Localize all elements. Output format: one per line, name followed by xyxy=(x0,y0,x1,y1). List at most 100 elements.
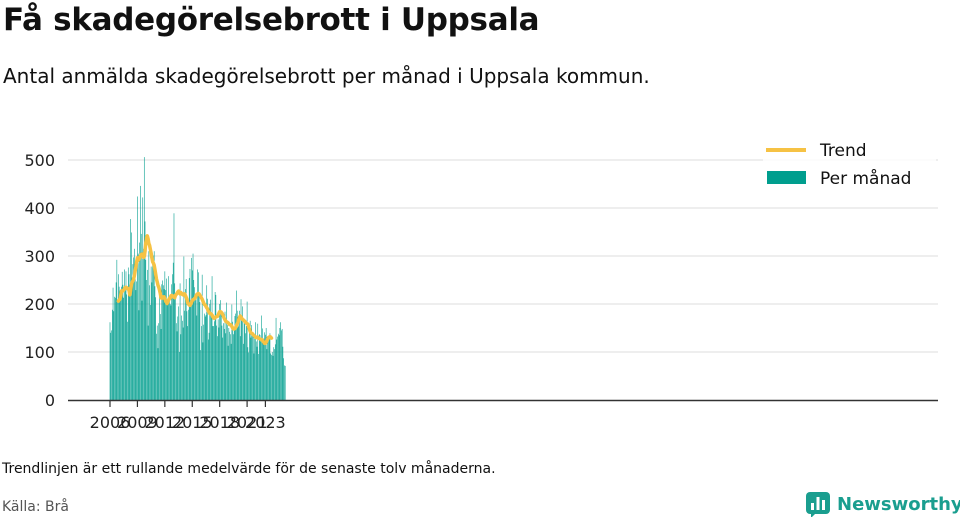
y-tick-label: 500 xyxy=(24,151,55,170)
bar xyxy=(172,262,174,400)
bar xyxy=(210,299,211,400)
bar xyxy=(192,253,194,400)
bar xyxy=(209,304,211,400)
bar xyxy=(131,232,132,400)
bar xyxy=(156,325,158,400)
bar xyxy=(163,289,165,400)
bar xyxy=(150,266,152,400)
bar xyxy=(220,300,221,400)
bar xyxy=(244,319,246,400)
bar xyxy=(138,310,140,400)
bar xyxy=(122,284,124,400)
bar xyxy=(240,299,242,400)
bar xyxy=(267,341,268,400)
y-tick-label: 400 xyxy=(24,199,55,218)
bar xyxy=(264,332,265,400)
bar xyxy=(248,352,249,400)
bar xyxy=(201,274,203,400)
bar xyxy=(252,333,254,400)
bar xyxy=(127,321,128,400)
bar xyxy=(262,340,264,400)
bar xyxy=(268,337,269,400)
bar xyxy=(254,334,256,400)
bar xyxy=(259,334,260,400)
bar xyxy=(245,333,246,400)
bar xyxy=(221,325,223,400)
bar xyxy=(242,306,243,400)
bar xyxy=(135,290,137,400)
bar xyxy=(233,334,234,400)
bar xyxy=(230,334,231,400)
x-tick-label: 2023 xyxy=(245,413,286,432)
x-tick-label: 2021 xyxy=(227,413,268,432)
bar xyxy=(126,294,128,400)
gridlines xyxy=(68,159,938,353)
bar xyxy=(265,328,267,400)
bar xyxy=(265,334,266,400)
bar xyxy=(175,323,177,400)
bar xyxy=(147,269,148,400)
bar xyxy=(243,343,244,400)
bar xyxy=(227,325,228,400)
bar xyxy=(170,305,172,400)
bar xyxy=(167,304,169,400)
bar xyxy=(121,271,123,400)
bar xyxy=(269,333,271,400)
brand-logo: Newsworthy xyxy=(805,489,960,519)
chart-note: Trendlinjen är ett rullande medelvärde f… xyxy=(2,461,496,477)
bar xyxy=(216,325,217,400)
bar xyxy=(207,298,208,400)
x-tick-label: 2012 xyxy=(144,413,185,432)
bar xyxy=(185,279,187,400)
bar xyxy=(255,322,256,400)
bar xyxy=(114,296,115,400)
bar xyxy=(266,349,268,400)
bar xyxy=(213,326,214,400)
bar xyxy=(131,277,133,400)
y-tick-label: 100 xyxy=(24,343,55,362)
bar xyxy=(172,274,173,400)
bar xyxy=(143,248,144,400)
bar xyxy=(275,317,277,400)
bar xyxy=(162,280,163,400)
bar xyxy=(217,319,219,400)
bar xyxy=(246,301,248,400)
bar xyxy=(246,326,247,400)
bar xyxy=(153,251,155,400)
bar xyxy=(178,306,179,400)
bar xyxy=(137,253,139,400)
bar xyxy=(194,287,195,400)
bar xyxy=(185,289,186,400)
brand-name: Newsworthy xyxy=(837,493,960,515)
bar xyxy=(189,268,191,400)
bar xyxy=(143,157,145,400)
bar xyxy=(238,325,240,400)
bar xyxy=(145,259,147,400)
bar xyxy=(256,346,258,400)
bar xyxy=(219,304,220,400)
bar xyxy=(168,276,169,400)
bar xyxy=(214,292,216,400)
bar-chart-logo-icon xyxy=(806,492,830,517)
bar xyxy=(249,331,250,400)
bar xyxy=(257,323,259,400)
bar xyxy=(247,347,249,400)
bar xyxy=(121,286,122,400)
bar xyxy=(251,325,252,400)
bar xyxy=(283,358,284,400)
bar xyxy=(215,294,217,400)
bar xyxy=(136,281,137,400)
chart-subtitle: Antal anmälda skadegörelsebrott per måna… xyxy=(3,64,650,88)
bar xyxy=(268,336,270,400)
bar xyxy=(220,313,222,400)
bar xyxy=(200,350,201,400)
bar xyxy=(125,271,127,400)
bar xyxy=(118,286,120,400)
bar xyxy=(182,327,184,400)
bar xyxy=(218,327,220,400)
bar xyxy=(142,197,144,400)
bar xyxy=(274,349,275,400)
bar xyxy=(110,332,112,400)
bar xyxy=(224,311,226,400)
bar xyxy=(259,335,261,400)
